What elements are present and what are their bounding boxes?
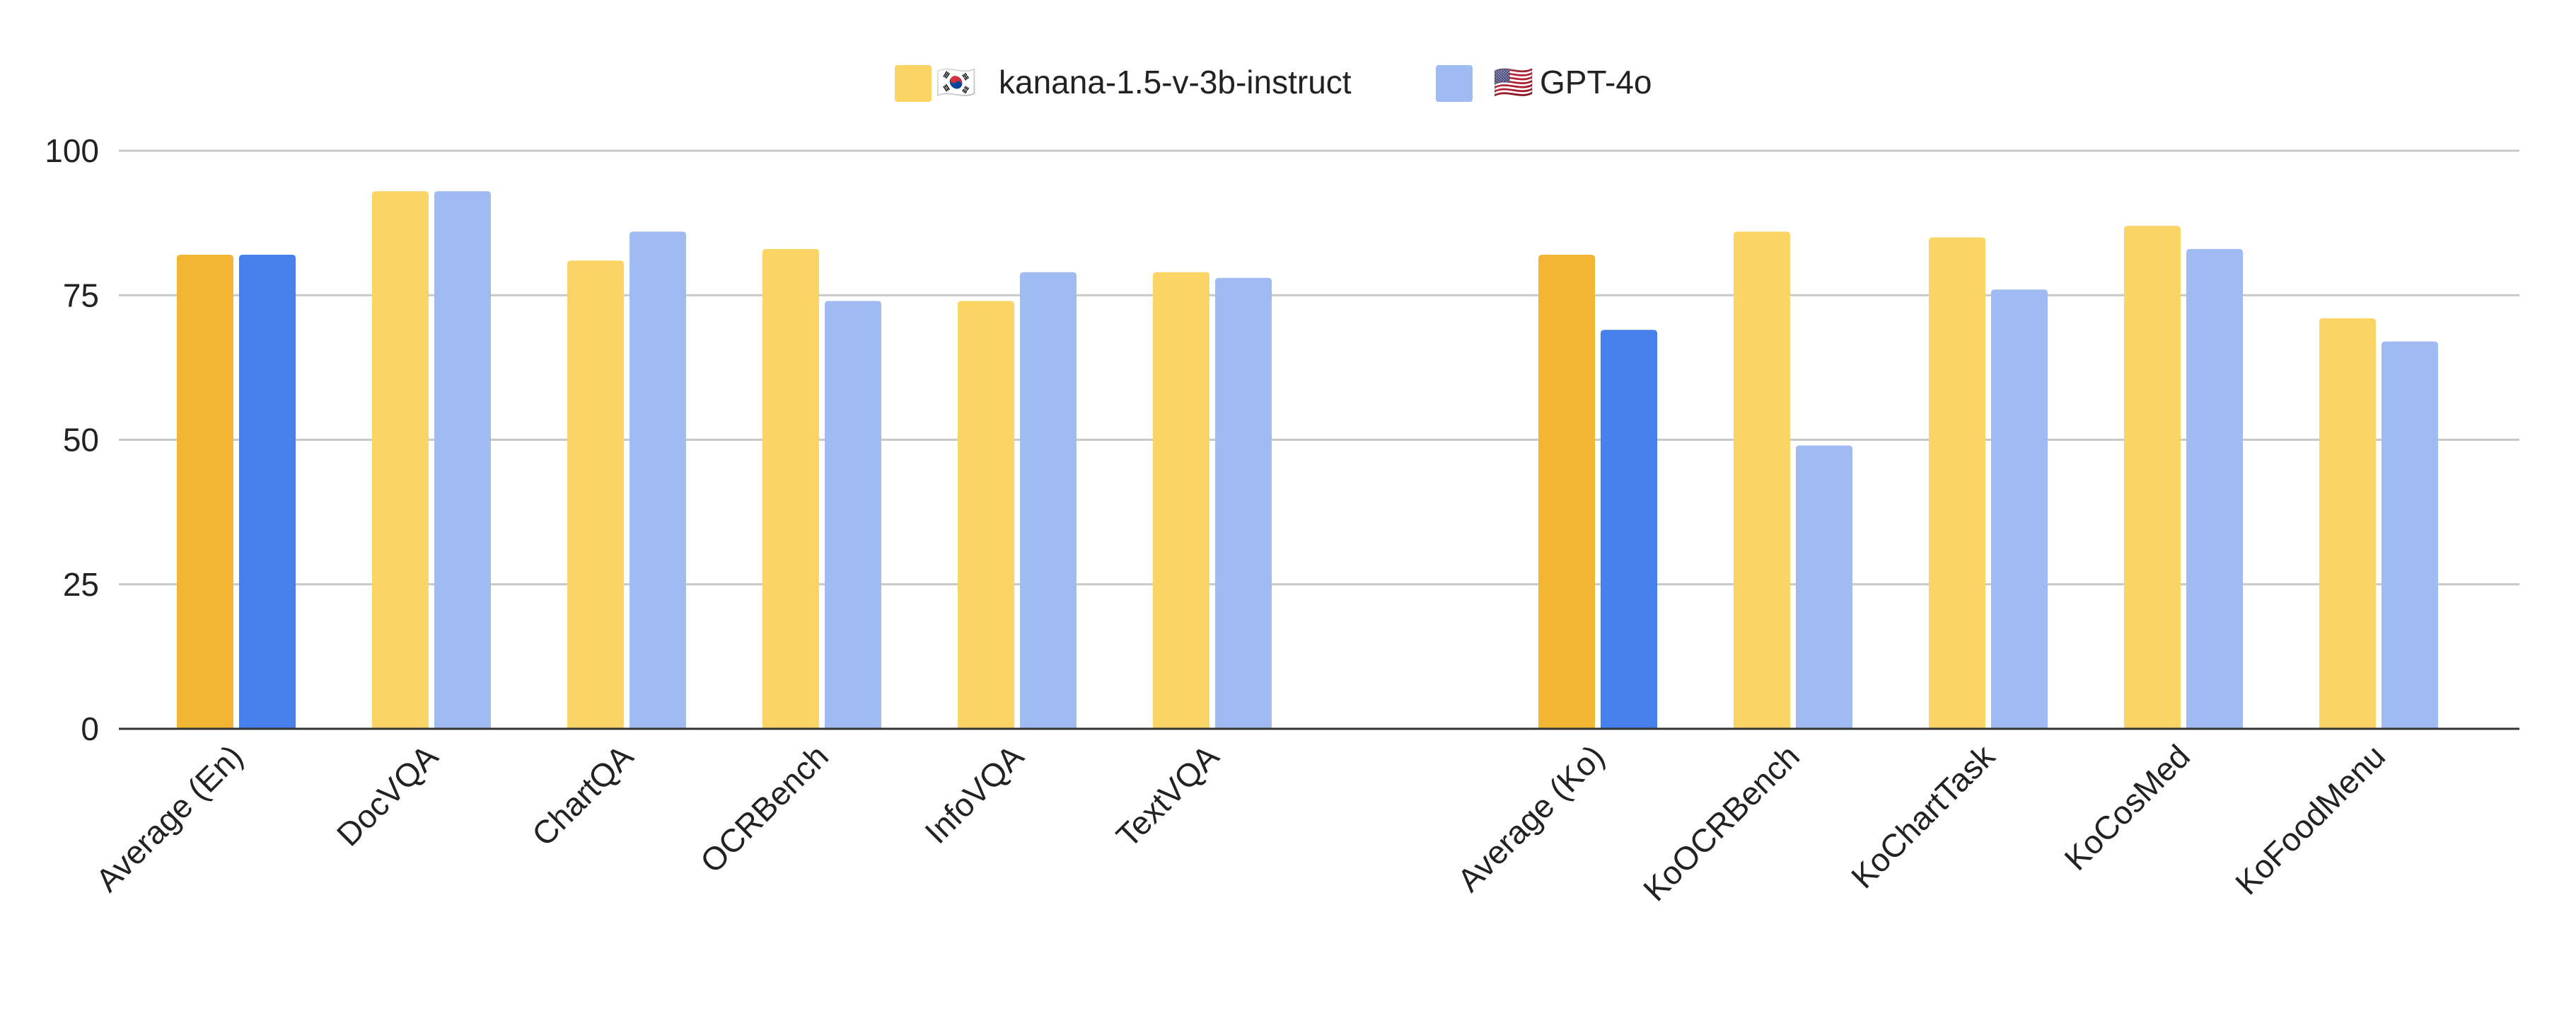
- x-axis-labels: Average (En) DocVQA ChartQA OCRBench InfoVQA…: [88, 737, 2392, 909]
- x-tick-label-ocrbench: OCRBench: [693, 737, 835, 880]
- x-tick-label-average-ko: Average (Ko): [1450, 737, 1611, 899]
- bar-gpt4o-kofoodmenu: [2381, 341, 2438, 729]
- bar-gpt4o-koocrbench: [1796, 445, 1852, 729]
- legend-swatch-gpt4o: [1436, 65, 1473, 102]
- x-tick-label-infovqa: InfoVQA: [917, 737, 1031, 851]
- bar-gpt4o-infovqa: [1020, 272, 1077, 729]
- legend-flag-gpt4o: 🇺🇸: [1493, 64, 1533, 100]
- bar-gpt4o-kocharttask: [1991, 289, 2048, 730]
- x-tick-label-koocrbench: KoOCRBench: [1636, 737, 1806, 908]
- x-tick-label-kocharttask: KoChartTask: [1844, 737, 2002, 896]
- y-tick-label: 50: [63, 422, 99, 459]
- bars: [177, 191, 2438, 730]
- bar-kanana-textvqa: [1153, 272, 1209, 729]
- bar-gpt4o-kocosmed: [2186, 248, 2243, 729]
- bar-kanana-average-en: [177, 255, 233, 729]
- y-tick-label: 25: [63, 566, 99, 603]
- y-tick-label: 100: [45, 132, 99, 169]
- y-tick-label: 75: [63, 277, 99, 313]
- legend-label-gpt4o: GPT-4o: [1540, 64, 1652, 100]
- bar-gpt4o-average-ko: [1601, 330, 1657, 729]
- y-axis: 0 25 50 75 100: [45, 132, 99, 747]
- bar-kanana-docvqa: [372, 191, 429, 729]
- bar-kanana-infovqa: [958, 301, 1014, 729]
- x-tick-label-average-en: Average (En): [88, 737, 250, 899]
- legend: 🇰🇷 kanana-1.5-v-3b-instruct 🇺🇸 GPT-4o: [895, 64, 1652, 102]
- y-tick-label: 0: [81, 710, 99, 747]
- bar-gpt4o-docvqa: [434, 191, 491, 729]
- x-tick-label-kofoodmenu: KoFoodMenu: [2228, 737, 2392, 901]
- x-tick-label-kocosmed: KoCosMed: [2057, 737, 2197, 877]
- bar-kanana-koocrbench: [1734, 231, 1790, 729]
- x-tick-label-docvqa: DocVQA: [330, 737, 446, 853]
- bar-kanana-ocrbench: [762, 248, 819, 729]
- x-tick-label-chartqa: ChartQA: [525, 737, 641, 853]
- bar-gpt4o-textvqa: [1215, 277, 1272, 729]
- bar-kanana-average-ko: [1538, 255, 1595, 729]
- bar-gpt4o-average-en: [239, 255, 296, 729]
- bar-kanana-chartqa: [567, 260, 624, 730]
- bar-gpt4o-ocrbench: [825, 301, 881, 729]
- grid: [119, 149, 2519, 586]
- legend-flag-kanana: 🇰🇷: [936, 64, 976, 100]
- x-tick-label-textvqa: TextVQA: [1109, 737, 1226, 854]
- legend-swatch-kanana: [895, 65, 932, 102]
- legend-label-kanana: kanana-1.5-v-3b-instruct: [999, 64, 1352, 100]
- bar-kanana-kocosmed: [2124, 226, 2181, 730]
- bar-kanana-kocharttask: [1929, 237, 1985, 729]
- bar-kanana-kofoodmenu: [2319, 318, 2376, 729]
- bar-gpt4o-chartqa: [630, 231, 686, 729]
